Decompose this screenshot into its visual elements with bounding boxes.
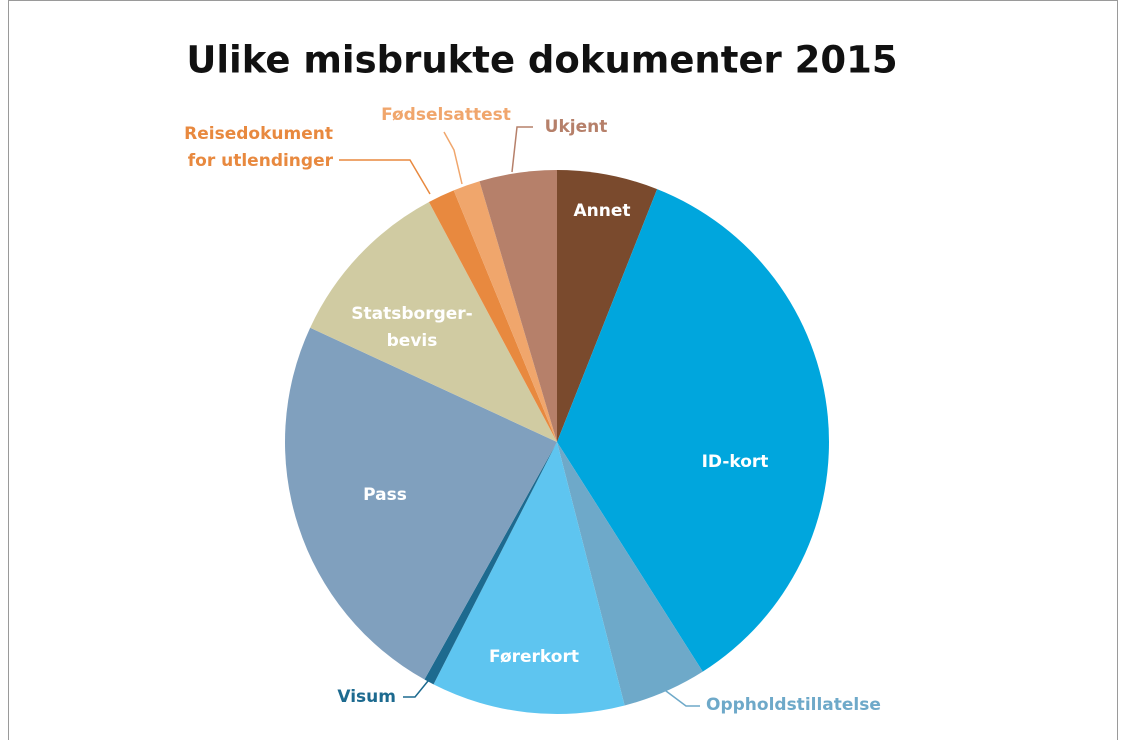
slice-label: Pass [363, 485, 407, 505]
slice-label: Reisedokument for utlendinger [184, 124, 333, 171]
pie-slice [424, 442, 557, 685]
slice-label: Førerkort [489, 647, 579, 667]
slice-label: Oppholdstillatelse [706, 695, 881, 715]
pie-slice [557, 170, 658, 442]
pie-slice [479, 170, 557, 442]
slice-label: Visum [337, 687, 396, 707]
slice-label: Fødselsattest [381, 105, 511, 125]
slice-label: ID-kort [702, 452, 769, 472]
slice-label: Ukjent [545, 117, 608, 137]
chart-title: Ulike misbrukte dokumenter 2015 [186, 39, 897, 82]
pie-slice [433, 442, 625, 714]
leader-line [661, 687, 700, 707]
pie-slice [557, 189, 829, 672]
pie-slice [557, 442, 703, 706]
leader-line [403, 680, 429, 698]
slice-label: Statsborger-bevis [351, 304, 472, 351]
leader-line [511, 126, 533, 173]
pie-slice [284, 327, 557, 680]
leader-line [339, 159, 431, 195]
leader-line [443, 131, 463, 185]
pie-slice [453, 181, 557, 442]
pie-slice [428, 190, 557, 442]
slice-label: Annet [573, 201, 630, 221]
pie-slice [310, 202, 557, 442]
